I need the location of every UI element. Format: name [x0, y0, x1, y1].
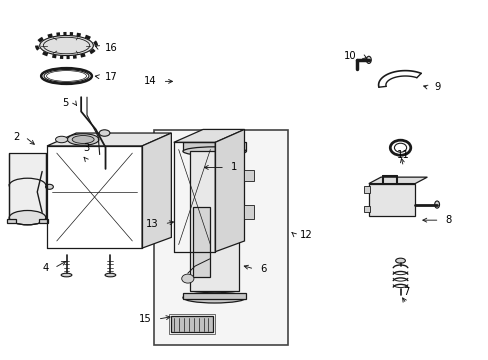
Text: 5: 5: [62, 98, 69, 108]
Ellipse shape: [434, 201, 439, 208]
Text: 6: 6: [260, 264, 266, 274]
Bar: [40, 219, 48, 223]
Polygon shape: [142, 133, 171, 248]
Text: 8: 8: [445, 215, 451, 225]
Polygon shape: [368, 177, 427, 184]
Ellipse shape: [9, 178, 46, 193]
Text: 17: 17: [105, 72, 118, 82]
Text: 11: 11: [396, 150, 409, 160]
Ellipse shape: [61, 273, 72, 277]
Bar: [244, 204, 254, 219]
Text: 3: 3: [83, 143, 89, 153]
Ellipse shape: [183, 292, 246, 303]
Ellipse shape: [40, 36, 93, 55]
Ellipse shape: [72, 135, 94, 143]
Ellipse shape: [99, 130, 110, 136]
Bar: [7, 219, 16, 223]
Bar: [154, 130, 288, 345]
Ellipse shape: [9, 211, 46, 225]
Ellipse shape: [194, 139, 210, 145]
Text: 16: 16: [105, 43, 118, 53]
Ellipse shape: [45, 184, 53, 189]
Text: 9: 9: [434, 82, 440, 93]
Text: 14: 14: [144, 76, 157, 86]
Text: 7: 7: [403, 287, 409, 297]
Bar: [368, 184, 414, 216]
Polygon shape: [215, 130, 244, 252]
Ellipse shape: [56, 136, 68, 143]
Text: 13: 13: [146, 219, 158, 229]
Bar: [190, 151, 239, 291]
Ellipse shape: [197, 140, 207, 144]
Bar: [9, 153, 46, 218]
Text: 4: 4: [42, 263, 48, 273]
Bar: [244, 170, 254, 181]
Ellipse shape: [67, 134, 99, 145]
Ellipse shape: [105, 273, 116, 277]
Polygon shape: [173, 130, 244, 142]
Ellipse shape: [222, 139, 236, 145]
Ellipse shape: [224, 141, 233, 144]
Ellipse shape: [183, 147, 246, 156]
Bar: [168, 315, 215, 334]
Bar: [192, 207, 209, 277]
Text: 10: 10: [344, 51, 356, 61]
Ellipse shape: [395, 258, 405, 263]
Bar: [171, 316, 212, 332]
Bar: [183, 293, 246, 300]
Bar: [363, 186, 369, 193]
Ellipse shape: [182, 274, 194, 283]
Bar: [183, 142, 246, 151]
Text: 15: 15: [139, 314, 152, 324]
Polygon shape: [47, 133, 171, 146]
Text: 2: 2: [13, 132, 19, 142]
Text: 12: 12: [300, 230, 312, 239]
Text: 1: 1: [230, 162, 237, 172]
Ellipse shape: [366, 56, 370, 63]
Bar: [363, 206, 369, 212]
